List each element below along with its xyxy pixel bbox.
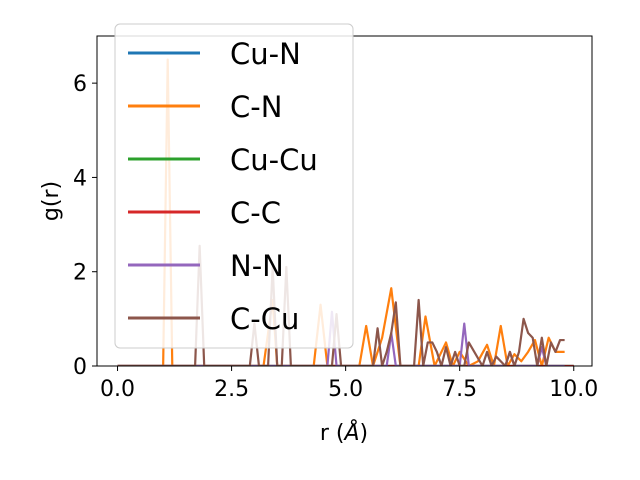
x-tick-label: 0.0 (100, 377, 135, 402)
y-axis-title: g(r) (39, 181, 64, 221)
legend-label-c-cu: C-Cu (230, 302, 299, 336)
legend-label-c-c: C-C (230, 196, 281, 230)
x-tick-label: 2.5 (214, 377, 249, 402)
y-tick-label: 4 (73, 166, 87, 191)
x-tick-label: 7.5 (442, 377, 477, 402)
x-axis-ticks: 0.0 2.5 5.0 7.5 10.0 (100, 366, 598, 402)
legend-label-n-n: N-N (230, 249, 284, 283)
series-line-c-cu (117, 244, 565, 366)
y-tick-label: 0 (73, 355, 87, 380)
legend-label-cu-n: Cu-N (230, 37, 301, 71)
x-axis-title: r (Å) (320, 419, 368, 446)
x-tick-label: 10.0 (549, 377, 598, 402)
legend-box (114, 23, 354, 349)
legend-label-cu-cu: Cu-Cu (230, 143, 318, 177)
y-tick-label: 6 (73, 72, 87, 97)
legend-label-c-n: C-N (230, 90, 282, 124)
legend: Cu-N C-N Cu-Cu C-C N-N C-Cu (114, 23, 354, 349)
y-axis-ticks: 0 2 4 6 (73, 72, 97, 380)
x-tick-label: 5.0 (328, 377, 363, 402)
y-tick-label: 2 (73, 261, 87, 286)
